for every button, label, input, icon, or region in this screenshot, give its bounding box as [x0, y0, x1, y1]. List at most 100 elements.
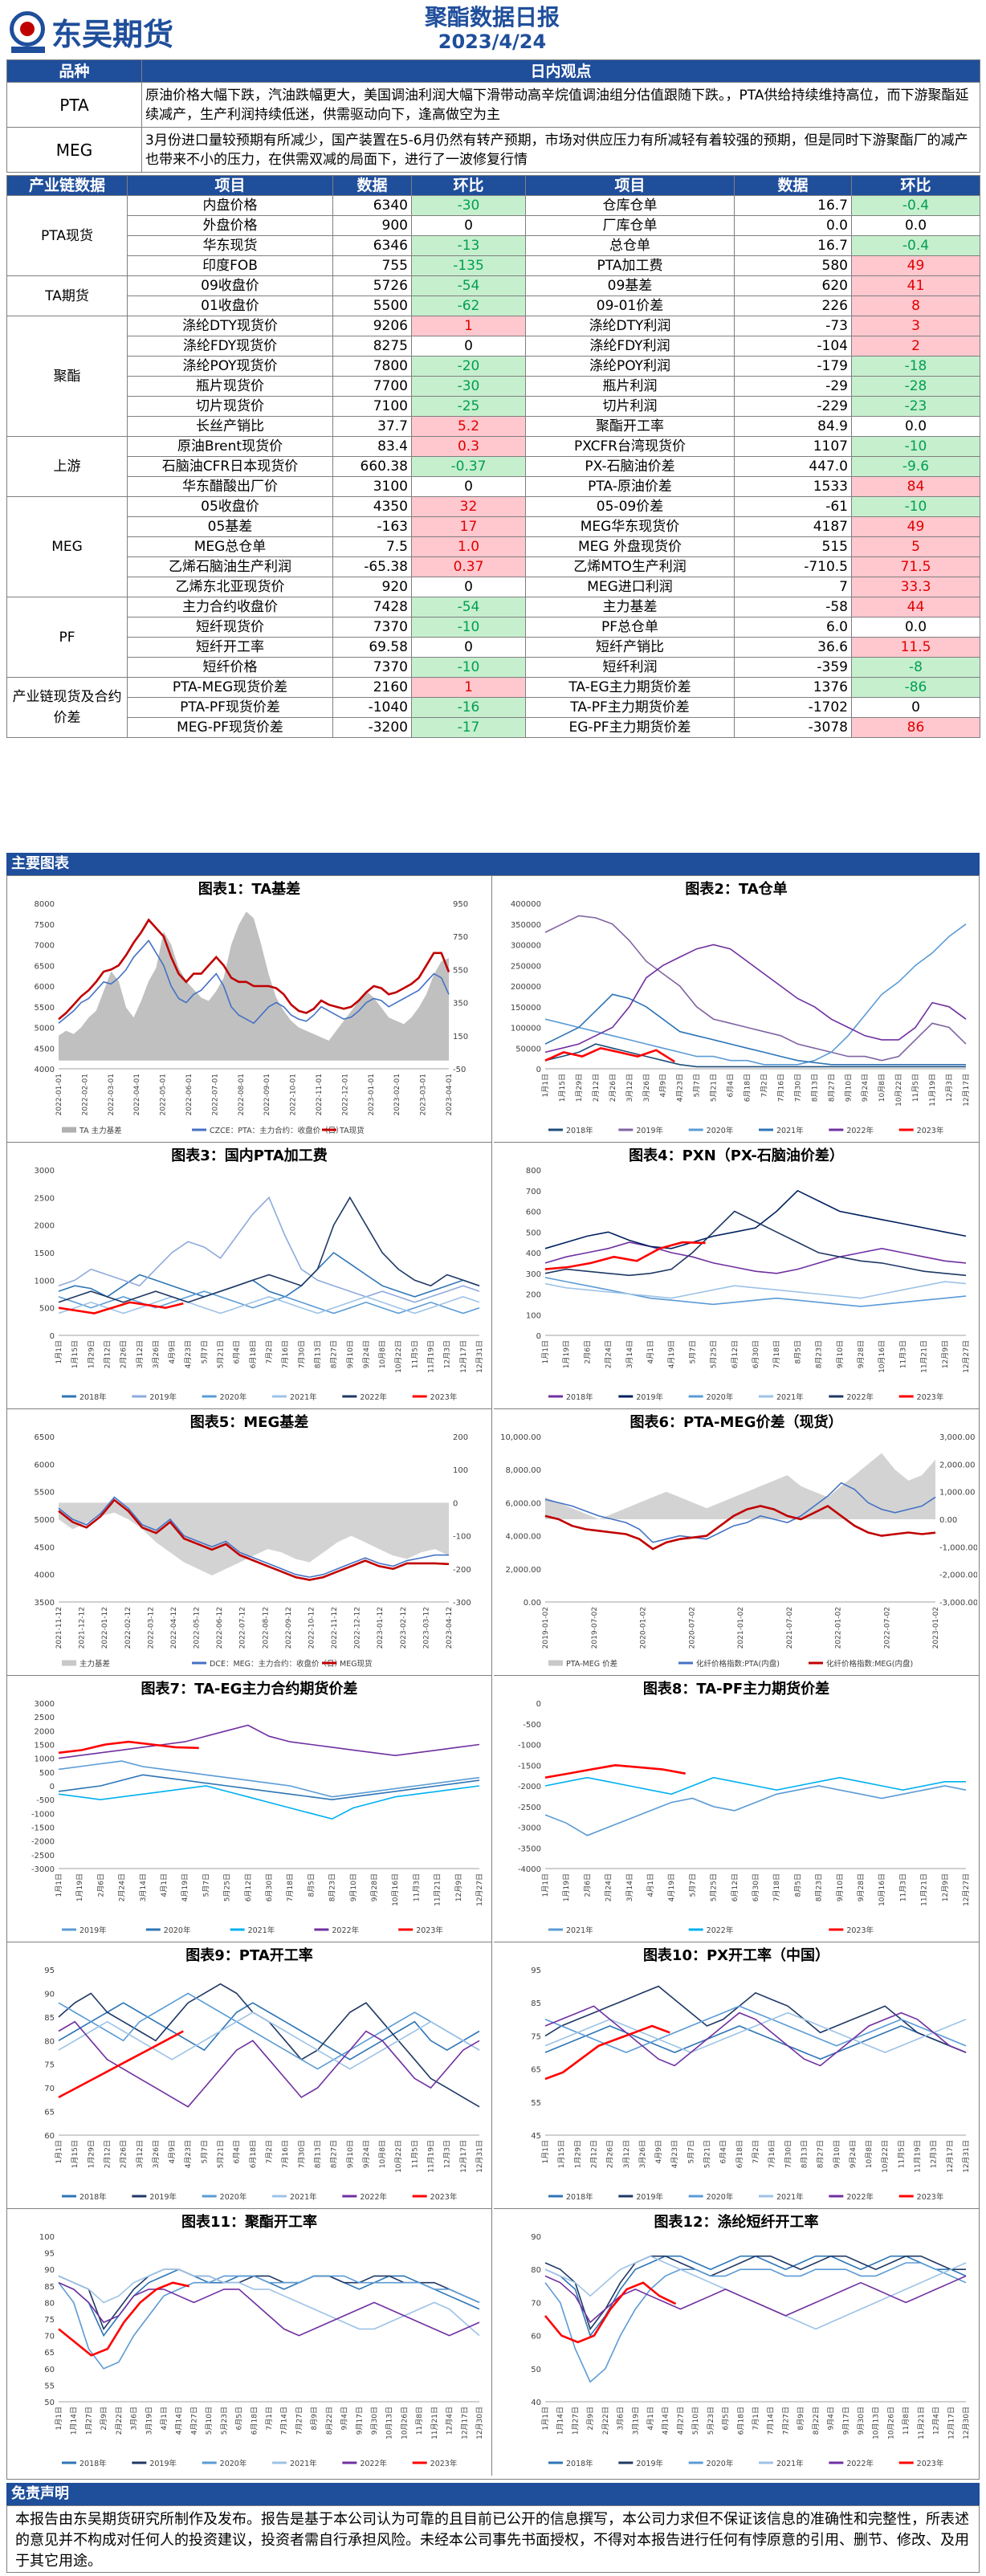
series-line — [58, 1740, 199, 1755]
y-tick-label: 350000 — [511, 921, 541, 930]
x-tick-label: 2月24日 — [118, 1873, 127, 1901]
change-left: 5.2 — [411, 416, 526, 437]
x-tick-label: 11月8日 — [415, 2407, 424, 2435]
x-tick-label: 10月22日 — [394, 2140, 403, 2173]
change-right: -9.6 — [851, 456, 980, 477]
view-table: 品种 日内观点 PTA 原油价格大幅下跌，汽油跌幅更大，美国调油利润大幅下滑带动… — [6, 59, 980, 173]
y-tick-label: 400 — [526, 1249, 541, 1258]
legend-item: 2023年 — [829, 1926, 874, 1935]
table-row: 华东醋酸出厂价 3100 0 PTA-原油价差 1533 84 — [7, 476, 980, 497]
change-right: 0.0 — [851, 215, 980, 236]
chart-svg: 0 -500 -1000 -1500 -2000 -2500 -3000 -3500 -4000… — [518, 1700, 971, 1935]
x-tick-label: 6月12日 — [244, 1873, 253, 1901]
x-tick-label: 12月17日 — [459, 2140, 468, 2173]
value-left: -3200 — [332, 717, 412, 738]
x-tick-label: 12月30日 — [475, 2407, 484, 2439]
x-tick-label: 1月1日 — [55, 2407, 63, 2430]
legend-item: 2022年 — [314, 1926, 360, 1935]
legend-item: TA 主力基差 — [62, 1126, 122, 1135]
legend-item: 2020年 — [688, 2192, 734, 2202]
y-tick-label: -1500 — [31, 1824, 55, 1833]
y-tick-label: 3500 — [35, 1599, 55, 1608]
legend-item: 2021年 — [230, 1926, 275, 1935]
x-tick-label: 2022-11-01 — [316, 1074, 324, 1115]
item-left: 石脑油CFR日本现货价 — [127, 456, 333, 477]
legend-item: 2022年 — [829, 2459, 874, 2468]
x-tick-label: 4月19日 — [667, 1340, 676, 1368]
series-line — [58, 2020, 480, 2108]
change-right: 49 — [851, 255, 980, 276]
x-tick-label: 8月9日 — [797, 2407, 805, 2430]
x-tick-label: 5月10日 — [691, 2407, 700, 2435]
y-tick-label: 5000 — [35, 1516, 55, 1525]
x-tick-label: 2022-07-01 — [211, 1074, 219, 1115]
value-left: 7428 — [332, 597, 412, 618]
table-row: 05基差 -163 17 MEG华东现货价 4187 49 — [7, 516, 980, 537]
x-tick-label: 2月26日 — [609, 1074, 617, 1102]
x-tick-label: 2021-01-02 — [737, 1607, 745, 1649]
series-line — [544, 2255, 967, 2338]
y-tick-label: 1000 — [35, 1277, 55, 1286]
x-tick-label: 3月12日 — [625, 1074, 634, 1102]
x-tick-label: 5月7日 — [688, 1873, 697, 1897]
item-right: 总仓单 — [525, 235, 735, 256]
x-tick-label: 7月2日 — [760, 1074, 768, 1097]
y-tick-label: 2,000.00 — [505, 1566, 541, 1575]
logo-underline — [11, 47, 45, 53]
table-row: 聚酯 涤纶DTY现货价 9206 1 涤纶DTY利润 -73 3 — [6, 316, 980, 437]
x-tick-label: 2022-02-01 — [81, 1074, 89, 1115]
legend-label: 2018年 — [566, 1126, 593, 1135]
y2-tick-label: 3,000.00 — [939, 1433, 976, 1442]
x-tick-label: 9月10日 — [836, 1873, 845, 1901]
item-right: TA-EG主力期货价差 — [525, 677, 735, 698]
x-tick-label: 4月1日 — [646, 2407, 655, 2430]
x-tick-label: 2月6日 — [583, 1873, 592, 1897]
y-tick-label: 400000 — [511, 900, 541, 909]
item-left: 原油Brent现货价 — [127, 436, 333, 457]
y-tick-label: 3000 — [35, 1167, 55, 1176]
item-right: PX-石脑油价差 — [525, 456, 735, 477]
x-tick-label: 2022-02-12 — [124, 1607, 132, 1649]
legend-item: 2021年 — [759, 1126, 804, 1135]
x-tick-label: 9月28日 — [857, 1340, 866, 1368]
y-tick-label: 60 — [44, 2366, 55, 2374]
x-tick-label: 2022-04-01 — [133, 1074, 141, 1115]
x-tick-label: 1月15日 — [71, 2140, 79, 2168]
legend-item: 2019年 — [132, 1392, 177, 1402]
y-tick-label: 6000 — [35, 1461, 55, 1469]
legend-label: 2019年 — [149, 2192, 177, 2202]
legend-label: 2022年 — [846, 2192, 874, 2202]
table-row: 石脑油CFR日本现货价 660.38 -0.37 PX-石脑油价差 447.0 -9.6 — [7, 456, 980, 477]
x-tick-label: 1月19日 — [562, 1340, 571, 1368]
x-tick-label: 8月22日 — [812, 2407, 821, 2435]
item-left: 短纤现货价 — [127, 617, 333, 638]
y-tick-label: 100 — [39, 2233, 55, 2242]
legend-label: 2019年 — [636, 1392, 663, 1402]
series-line — [544, 1785, 967, 1836]
x-tick-label: 11月5日 — [410, 1340, 419, 1368]
x-tick-label: 1月1日 — [541, 2140, 550, 2163]
x-tick-label: 7月16日 — [281, 2140, 290, 2168]
x-tick-label: 11月19日 — [928, 1074, 937, 1107]
table-header-value: 数据 — [332, 175, 412, 196]
change-left: 0 — [411, 476, 526, 497]
y-tick-label: -500 — [36, 1796, 55, 1805]
x-tick-label: 7月2日 — [265, 2140, 274, 2163]
y-tick-label: -3000 — [518, 1824, 541, 1833]
legend-label: TA 主力基差 — [79, 1126, 122, 1135]
y-tick-label: 500 — [526, 1229, 541, 1237]
change-right: 2 — [851, 336, 980, 357]
legend-label: 2022年 — [846, 1392, 874, 1402]
x-tick-label: 5月10日 — [205, 2407, 214, 2435]
x-tick-label: 7月2日 — [265, 1340, 274, 1363]
table-row: 外盘价格 900 0 厂库仓单 0.0 0.0 — [7, 215, 980, 236]
disclaimer-title: 免责声明 — [6, 2483, 980, 2505]
legend-label: 2019年 — [149, 2459, 177, 2468]
table-row: 瓶片现货价 7700 -30 瓶片利润 -29 -28 — [7, 376, 980, 397]
change-right: 41 — [851, 275, 980, 296]
value-left: 7100 — [332, 396, 412, 417]
x-tick-label: 9月10日 — [346, 2140, 355, 2168]
x-tick-label: 1月19日 — [562, 1873, 571, 1901]
